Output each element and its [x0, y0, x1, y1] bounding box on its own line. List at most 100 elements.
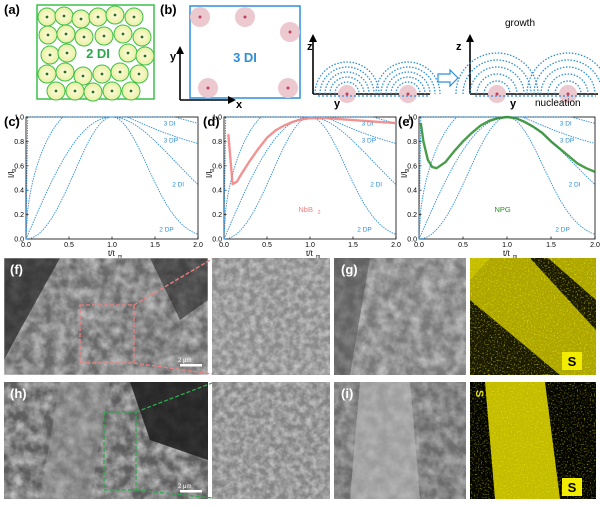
inst-a-arc-1: [329, 76, 365, 95]
grain-core-2: [79, 17, 83, 21]
y-tick-label: 0.6: [212, 163, 222, 170]
inst-b-arc-1: [390, 76, 426, 95]
y-tick-label: 0.0: [212, 237, 222, 244]
series-3dp: [25, 116, 199, 240]
grain-core-20: [118, 70, 122, 74]
y-axis-label: I/I: [7, 171, 16, 178]
series-label-2di: 2 DI: [172, 182, 184, 189]
series-3dp: [223, 116, 397, 240]
grain-core-10: [121, 32, 125, 36]
panel-label-e: (e): [398, 114, 414, 129]
grain-core-15: [143, 54, 147, 58]
panel-label-i: (i): [341, 386, 353, 401]
growth-label: growth: [505, 18, 535, 29]
series-label-3di: 3 DI: [560, 121, 572, 128]
sem-g: [334, 258, 466, 375]
element-badge-g: [562, 352, 582, 370]
y-axis-label: I/I: [205, 171, 214, 178]
grain-core-26: [129, 89, 133, 93]
grain-core-13: [65, 51, 69, 55]
arrow-icon: [437, 68, 459, 88]
panel-label-f: (f): [10, 262, 23, 277]
x-axis-label: t/t: [503, 249, 510, 258]
series-label-3dp: 3 DP: [362, 138, 376, 145]
inst-b-arc-4: [375, 61, 441, 95]
sem-h-overview: [4, 382, 208, 499]
x-tick-label: 2.0: [590, 242, 600, 249]
x-axis-label: t/t: [306, 249, 313, 258]
element-label-i: S: [568, 480, 577, 495]
grain-core-25: [110, 89, 114, 93]
y-tick-label: 0.2: [212, 212, 222, 219]
instant-nucleation-arcs: [314, 61, 441, 103]
element-label-g: S: [568, 354, 577, 369]
y-tick-label: 0.4: [407, 188, 417, 195]
grain-core-21: [137, 72, 141, 76]
x-axis-label-sub: m: [513, 254, 517, 260]
chart-c: 0.0 0.5 1.0 1.5 2.00.00.20.40.60.81.0t/t mI/I…: [7, 115, 203, 261]
x-tick-label: 2.0: [391, 242, 401, 249]
grain-core-9: [102, 34, 106, 38]
y-axis-label: I/I: [400, 171, 409, 178]
grain-core-7: [64, 32, 68, 36]
zoom-line-h2: [135, 489, 213, 499]
y-tick-label: 0.2: [14, 212, 24, 219]
panel-label-c: (c): [4, 114, 20, 129]
y-axis-label-sub: m: [210, 168, 214, 174]
series-2di: [25, 116, 199, 240]
scale-label-f: 2 μm: [178, 358, 191, 364]
grain-core-22: [54, 89, 58, 93]
prog-a-arc-1: [476, 73, 518, 95]
y-tick-label: 1.0: [14, 115, 24, 122]
y-tick-label: 1.0: [407, 115, 417, 122]
axis-z2-label: z: [456, 41, 462, 53]
y-axis-label-sub: m: [405, 168, 409, 174]
sem-i: [334, 382, 466, 499]
x-tick-label: 0.0: [219, 242, 229, 249]
corner-nuclei: [190, 7, 300, 98]
x-axis-label: t/t: [108, 249, 115, 258]
inst-b-arc-0: [395, 81, 421, 95]
grain-core-4: [113, 13, 117, 17]
y-tick-label: 0.2: [407, 212, 417, 219]
grain-core-5: [132, 15, 136, 19]
grain-core-24: [91, 90, 95, 94]
series-label-3di: 3 DI: [164, 121, 176, 128]
y-tick-label: 0.4: [212, 188, 222, 195]
series-label-2di: 2 DI: [569, 182, 581, 189]
series-label-3dp: 3 DP: [164, 138, 178, 145]
scale-bar-f: [180, 364, 202, 367]
x-tick-label: 0.5: [64, 242, 74, 249]
grain-core-0: [45, 15, 49, 19]
inst-a-core: [345, 92, 349, 96]
grain-core-12: [48, 53, 52, 57]
inst-b-arc-2: [385, 71, 431, 95]
grain-core-1: [62, 14, 66, 18]
axis-y2-label: y: [510, 98, 517, 110]
inst-a-arc-4: [314, 61, 380, 95]
prog-a-arc-3: [462, 59, 532, 95]
y-tick-label: 0.4: [14, 188, 24, 195]
grain-circles: [37, 5, 155, 102]
grain-core-14: [126, 51, 130, 55]
x-tick-label: 1.5: [150, 242, 160, 249]
y-tick-label: 1.0: [212, 115, 222, 122]
label-2di: 2 DI: [86, 46, 110, 61]
y-tick-label: 0.8: [14, 139, 24, 146]
series-label-2dp: 2 DP: [357, 227, 371, 234]
grain-core-17: [63, 70, 67, 74]
prog-b-core: [566, 92, 570, 96]
panel-label-d: (d): [203, 114, 220, 129]
sem-f-zoom: [212, 258, 330, 375]
y-tick-label: 0.0: [14, 237, 24, 244]
material-series-npg: [419, 115, 596, 174]
y-tick-label: 0.6: [14, 163, 24, 170]
grain-core-16: [45, 72, 49, 76]
zoom-line-h1: [135, 382, 213, 413]
inst-b-core: [406, 92, 410, 96]
y-tick-label: 0.0: [407, 237, 417, 244]
series-label-2di: 2 DI: [370, 182, 382, 189]
grain-core-8: [82, 35, 86, 39]
y-tick-label: 0.8: [407, 139, 417, 146]
material-label-sub: 2: [318, 210, 321, 216]
